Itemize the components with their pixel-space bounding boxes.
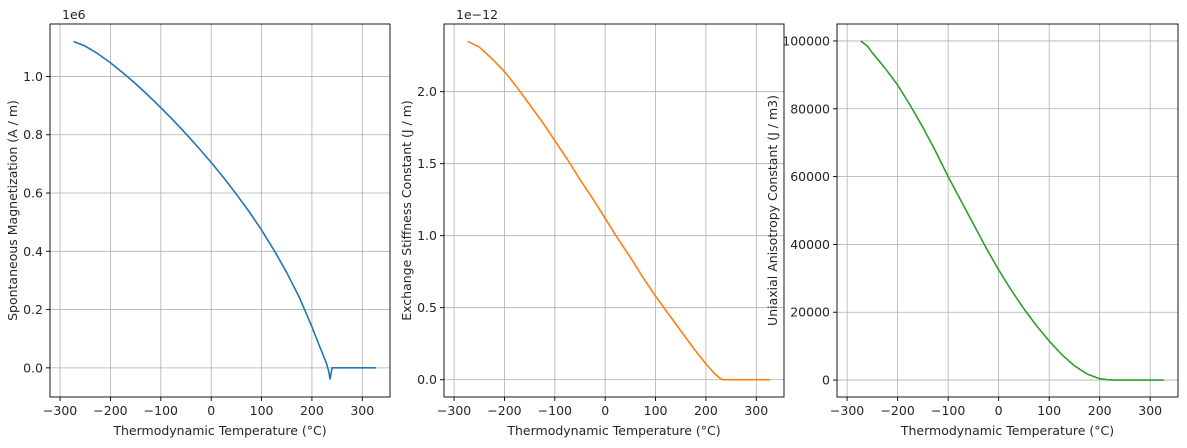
axes-frame: [836, 23, 1179, 398]
x-tick-label: 0: [601, 403, 609, 418]
y-tick-label: 2.0: [417, 84, 437, 99]
x-tick-label: 0: [207, 403, 215, 418]
y-offset-label: 1e−12: [456, 7, 498, 22]
x-tick-label: 200: [694, 403, 718, 418]
axes-frame: [49, 23, 391, 398]
y-tick-label: 80000: [790, 101, 830, 116]
y-tick-label: 0.5: [417, 300, 437, 315]
y-offset-label: 1e6: [62, 7, 86, 22]
y-tick-label: 20000: [790, 305, 830, 320]
y-tick-label: 0.6: [23, 186, 43, 201]
x-tick-label: −200: [487, 403, 521, 418]
x-axis-label: Thermodynamic Temperature (°C): [506, 423, 720, 438]
x-tick-label: −200: [93, 403, 127, 418]
x-tick-label: 100: [250, 403, 274, 418]
x-tick-label: 100: [644, 403, 668, 418]
y-tick-label: 0.4: [23, 244, 43, 259]
y-axis-label: Uniaxial Anisotropy Constant (J / m3): [765, 95, 780, 326]
x-tick-label: −100: [144, 403, 178, 418]
x-tick-label: 300: [744, 403, 768, 418]
y-tick-label: 60000: [790, 169, 830, 184]
y-axis-label: Exchange Stiffness Constant (J / m): [399, 100, 414, 321]
axes-frame: [443, 23, 785, 398]
chart-panel-3: −300 −200 −100 0 100 200 300 0 20000 40000 60000 80…: [765, 23, 1179, 438]
y-tick-label: 0.8: [23, 127, 43, 142]
y-tick-label: 1.0: [417, 228, 437, 243]
y-tick-label: 0.0: [417, 372, 437, 387]
y-tick-label: 0.2: [23, 302, 43, 317]
series-line: [73, 40, 376, 380]
series-line: [467, 40, 770, 381]
x-tick-label: −100: [538, 403, 572, 418]
x-tick-label: 0: [995, 403, 1003, 418]
x-tick-label: 100: [1037, 403, 1061, 418]
x-tick-label: 300: [1138, 403, 1162, 418]
x-tick-label: −300: [43, 403, 77, 418]
series-line: [860, 40, 1164, 381]
y-tick-label: 1.5: [417, 156, 437, 171]
y-tick-label: 100000: [782, 33, 830, 48]
x-tick-label: −100: [931, 403, 965, 418]
x-tick-label: 200: [1088, 403, 1112, 418]
y-tick-label: 0.0: [23, 360, 43, 375]
x-tick-label: −300: [830, 403, 864, 418]
chart-panel-1: −300 −200 −100 0 100 200 300 0.0 0.2 0.4 0.6 0.8 1.0…: [5, 7, 391, 438]
x-axis-label: Thermodynamic Temperature (°C): [900, 423, 1114, 438]
y-tick-label: 40000: [790, 237, 830, 252]
y-axis-label: Spontaneous Magnetization (A / m): [5, 100, 20, 321]
x-tick-label: 200: [300, 403, 324, 418]
y-tick-label: 1.0: [23, 69, 43, 84]
x-axis-label: Thermodynamic Temperature (°C): [112, 423, 326, 438]
x-tick-label: −200: [880, 403, 914, 418]
chart-panel-2: −300 −200 −100 0 100 200 300 0.0 0.5 1.0 1.5 2.0 1e−…: [399, 7, 785, 438]
y-tick-label: 0: [822, 373, 830, 388]
x-tick-label: 300: [350, 403, 374, 418]
x-tick-label: −300: [437, 403, 471, 418]
